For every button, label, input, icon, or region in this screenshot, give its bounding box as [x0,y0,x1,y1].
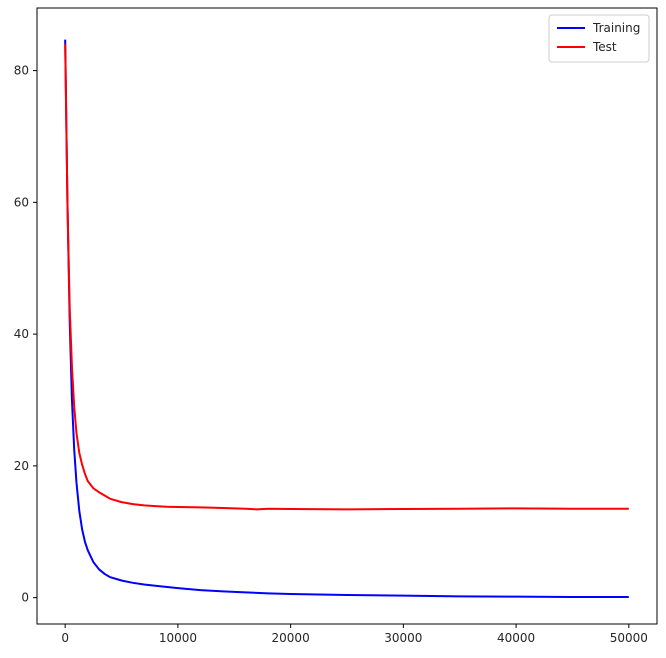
axes: 0 10000 20000 30000 40000 50000 0 20 40 60 80 [14,7,658,645]
legend: Training Test [548,14,650,63]
axes-frame [36,7,658,625]
x-tick-label: 0 [61,631,69,645]
y-tick-label: 20 [14,459,29,473]
plot-area [37,8,657,624]
series-line-training [64,39,629,598]
y-tick-label: 80 [14,64,29,78]
x-tick-label: 10000 [159,631,197,645]
y-tick-label: 60 [14,195,29,209]
x-tick-label: 20000 [272,631,310,645]
series-lines [64,39,629,598]
legend-box [548,14,650,63]
y-tick-label: 40 [14,327,29,341]
x-tick-label: 50000 [610,631,648,645]
y-tick-label: 0 [21,591,29,605]
legend-label-training: Training [592,21,640,35]
series-line-test [64,44,629,511]
plot-background [37,8,657,624]
x-tick-label: 30000 [384,631,422,645]
legend-label-test: Test [592,40,617,54]
x-tick-label: 40000 [497,631,535,645]
